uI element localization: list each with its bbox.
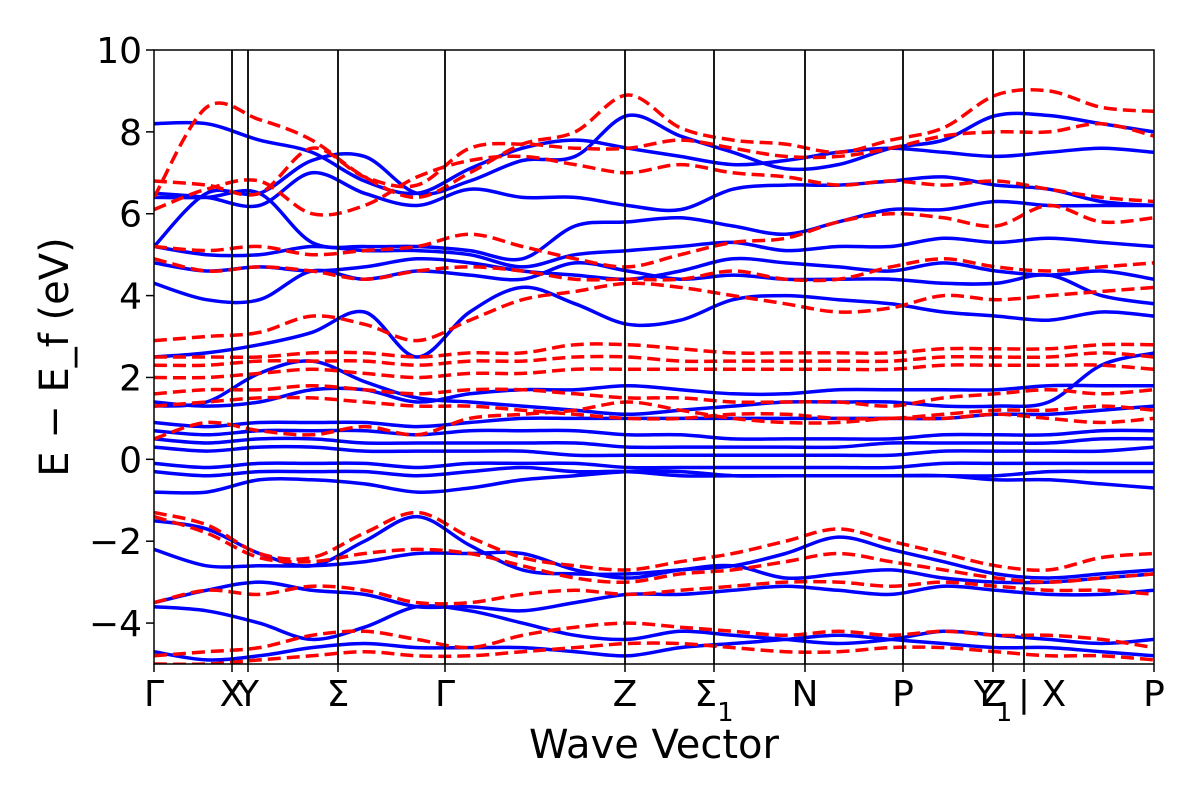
y-tick-label: 4: [119, 277, 142, 318]
y-tick-label: 8: [119, 113, 142, 154]
y-axis-ticks: −4 −2 0 2 4 6 8 10: [89, 31, 154, 645]
dashed-band-line-14: [154, 579, 1154, 606]
solid-band-line-8: [154, 351, 1154, 417]
solid-band-line-10: [154, 404, 1154, 429]
dashed-band-line-0: [154, 154, 1154, 217]
dashed-band-line-9: [154, 383, 1154, 408]
x-tick-label: P: [1143, 674, 1165, 715]
bands-layer: [154, 87, 1154, 664]
dashed-band-line-3: [154, 203, 1154, 269]
solid-band-line-15: [154, 465, 1154, 478]
y-tick-label: 2: [119, 358, 142, 399]
x-tick-label: Y: [236, 674, 260, 715]
y-tick-label: 0: [119, 440, 142, 481]
solid-band-line-11: [154, 428, 1154, 441]
y-tick-label: −4: [89, 604, 142, 645]
y-tick-label: 10: [96, 31, 142, 72]
dashed-band-line-1: [154, 121, 1154, 197]
y-tick-label: 6: [119, 195, 142, 236]
solid-band-line-16: [154, 469, 1154, 495]
dashed-band-line-11: [154, 400, 1154, 441]
solid-band-line-17: [154, 514, 1154, 580]
plot-frame: [153, 49, 1155, 665]
x-axis-title: Wave Vector: [529, 722, 780, 768]
y-axis-title: E − E_f (eV): [32, 237, 78, 476]
dashed-band-line-4: [154, 257, 1154, 283]
solid-band-line-2: [154, 236, 1154, 269]
x-tick-label: Z: [613, 674, 638, 715]
solid-band-line-3: [154, 188, 1154, 262]
kpoint-lines: [231, 50, 1025, 664]
solid-band-line-21: [154, 633, 1154, 662]
solid-band-line-12: [154, 436, 1154, 450]
y-tick-label: −2: [89, 522, 142, 563]
x-tick-label: Γ: [144, 674, 164, 715]
x-tick-label: P: [892, 674, 914, 715]
dashed-band-line-5: [154, 281, 1154, 343]
x-tick-label: X: [220, 674, 245, 715]
dashed-band-line-15: [154, 621, 1154, 658]
dashed-band-line-16: [154, 641, 1154, 664]
solid-band-line-4: [154, 171, 1154, 213]
dashed-band-line-7: [154, 351, 1154, 368]
x-tick-label: Σ: [327, 674, 350, 715]
solid-band-line-14: [154, 461, 1154, 470]
dashed-band-line-12: [154, 510, 1154, 572]
dashed-band-line-6: [154, 342, 1154, 360]
solid-band-line-7: [154, 285, 1154, 359]
x-tick-label: Z | X: [982, 674, 1066, 715]
dashed-band-line-2: [154, 87, 1154, 200]
dashed-band-line-10: [154, 395, 1154, 421]
x-tick-label: N: [792, 674, 819, 715]
solid-band-line-18: [154, 547, 1154, 585]
solid-band-line-6: [154, 111, 1154, 248]
solid-band-line-9: [154, 383, 1154, 408]
x-tick-label: Γ: [435, 674, 455, 715]
solid-band-line-5: [154, 120, 1154, 196]
dashed-band-line-8: [154, 363, 1154, 380]
x-tick-label: Σ1: [694, 674, 733, 728]
solid-band-line-13: [154, 444, 1154, 458]
